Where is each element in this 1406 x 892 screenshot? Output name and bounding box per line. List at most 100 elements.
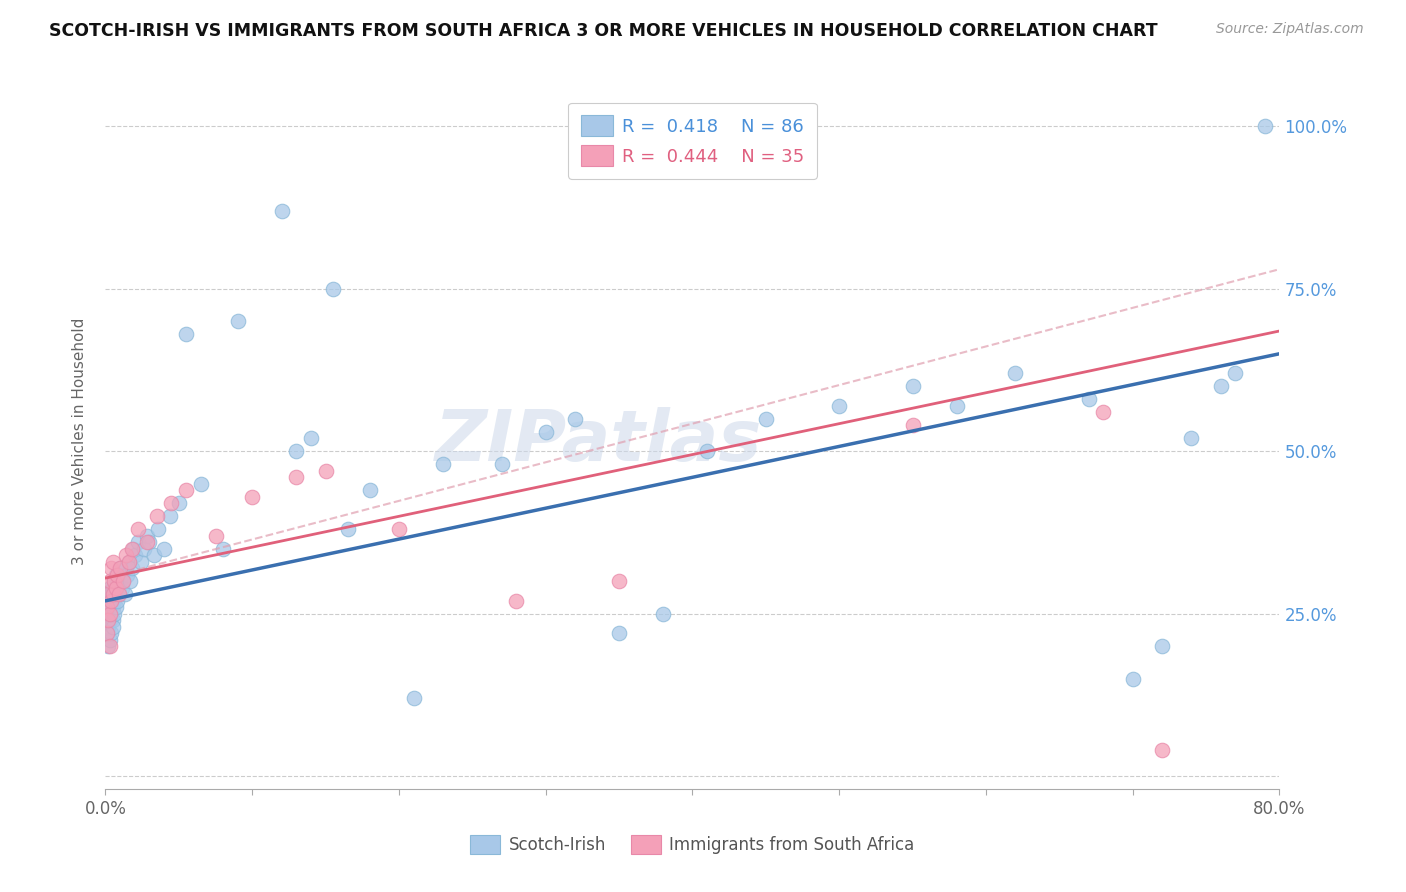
Point: [104, 581, 127, 595]
Point: [101, 581, 124, 595]
Point: [432, 458, 454, 472]
Point: [160, 496, 183, 510]
Point: [104, 600, 127, 615]
Point: [315, 464, 337, 478]
Point: [103, 607, 125, 621]
Point: [96, 594, 118, 608]
Text: ZIPatlas: ZIPatlas: [434, 407, 762, 476]
Point: [174, 483, 197, 498]
Point: [402, 691, 425, 706]
Point: [211, 541, 233, 556]
Point: [98, 600, 121, 615]
Point: [100, 600, 122, 615]
Point: [103, 587, 125, 601]
Point: [110, 581, 132, 595]
Point: [115, 549, 138, 563]
Point: [98, 640, 121, 654]
Point: [122, 541, 145, 556]
Point: [204, 529, 226, 543]
Point: [100, 594, 122, 608]
Point: [101, 613, 124, 627]
Point: [127, 535, 149, 549]
Point: [118, 555, 141, 569]
Point: [534, 425, 557, 439]
Point: [607, 574, 630, 589]
Point: [97, 587, 120, 601]
Point: [105, 567, 128, 582]
Point: [1150, 640, 1173, 654]
Point: [148, 522, 170, 536]
Point: [105, 574, 128, 589]
Point: [98, 594, 121, 608]
Point: [564, 411, 586, 425]
Point: [97, 613, 120, 627]
Point: [336, 522, 359, 536]
Point: [98, 574, 121, 589]
Point: [105, 594, 128, 608]
Point: [105, 587, 128, 601]
Point: [96, 626, 118, 640]
Point: [270, 203, 292, 218]
Point: [98, 613, 121, 627]
Point: [1225, 366, 1247, 380]
Point: [98, 632, 121, 647]
Point: [98, 607, 121, 621]
Point: [107, 587, 129, 601]
Point: [1122, 672, 1144, 686]
Point: [127, 522, 149, 536]
Point: [103, 574, 125, 589]
Point: [146, 509, 169, 524]
Point: [491, 458, 513, 472]
Y-axis label: 3 or more Vehicles in Household: 3 or more Vehicles in Household: [72, 318, 87, 566]
Point: [755, 411, 778, 425]
Point: [108, 574, 131, 589]
Point: [901, 418, 924, 433]
Point: [108, 561, 131, 575]
Point: [285, 444, 308, 458]
Point: [696, 444, 718, 458]
Point: [159, 509, 181, 524]
Legend: Scotch-Irish, Immigrants from South Africa: Scotch-Irish, Immigrants from South Afri…: [464, 829, 921, 861]
Point: [124, 549, 146, 563]
Point: [132, 541, 155, 556]
Point: [945, 399, 967, 413]
Point: [96, 626, 118, 640]
Point: [121, 561, 143, 575]
Point: [285, 470, 308, 484]
Point: [101, 594, 124, 608]
Point: [1254, 119, 1277, 133]
Point: [1092, 405, 1115, 419]
Point: [1077, 392, 1099, 407]
Point: [107, 567, 129, 582]
Text: SCOTCH-IRISH VS IMMIGRANTS FROM SOUTH AFRICA 3 OR MORE VEHICLES IN HOUSEHOLD COR: SCOTCH-IRISH VS IMMIGRANTS FROM SOUTH AF…: [49, 22, 1157, 40]
Point: [174, 327, 197, 342]
Point: [1150, 743, 1173, 757]
Point: [167, 496, 190, 510]
Point: [104, 581, 127, 595]
Point: [100, 607, 122, 621]
Point: [1180, 431, 1202, 445]
Point: [138, 535, 160, 549]
Point: [108, 561, 131, 575]
Point: [505, 594, 527, 608]
Point: [142, 549, 165, 563]
Point: [114, 587, 136, 601]
Point: [100, 587, 122, 601]
Point: [117, 567, 139, 582]
Point: [388, 522, 411, 536]
Point: [103, 574, 125, 589]
Point: [103, 594, 125, 608]
Point: [652, 607, 675, 621]
Point: [96, 607, 118, 621]
Point: [97, 587, 120, 601]
Point: [1004, 366, 1026, 380]
Point: [96, 600, 118, 615]
Point: [97, 613, 120, 627]
Point: [226, 314, 249, 328]
Point: [153, 541, 176, 556]
Point: [190, 476, 212, 491]
Point: [101, 587, 124, 601]
Point: [121, 541, 143, 556]
Point: [101, 620, 124, 634]
Text: Source: ZipAtlas.com: Source: ZipAtlas.com: [1216, 22, 1364, 37]
